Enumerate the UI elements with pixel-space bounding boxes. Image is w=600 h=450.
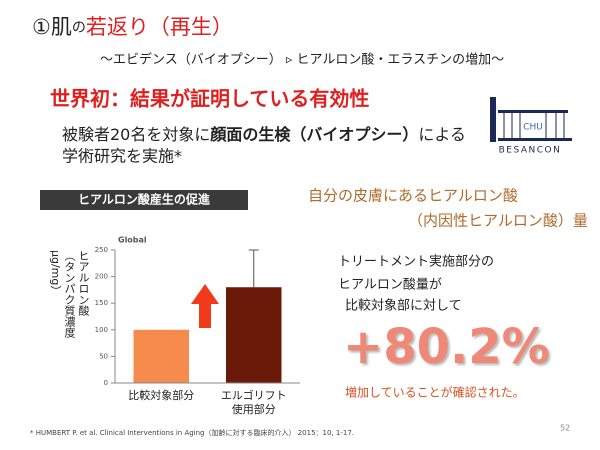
logo-mark: CHU — [523, 123, 543, 133]
title-part: 若返り（再生） — [86, 15, 233, 39]
x-label-box: 比較対象部分 — [128, 389, 195, 402]
bar — [133, 329, 189, 383]
y-axis-label: ヒアルロン酸 （タンパク質濃度 μg/mg） — [49, 250, 90, 338]
y-tick-label: 200 — [95, 273, 108, 281]
body: 被験者20名を対象に顔面の生検（バイオプシー）による — [62, 125, 466, 144]
bar — [226, 287, 282, 383]
title-part: の — [72, 20, 86, 36]
y-tick-label: 100 — [95, 326, 108, 334]
logo: CHU BESANCON — [490, 97, 572, 156]
x-tick-label: エルゴリフト 使用部分 — [220, 389, 287, 416]
logo-name: BESANCON — [499, 146, 562, 156]
result-figure: +80.2% — [343, 319, 550, 375]
y-tick-label: 50 — [99, 352, 108, 360]
chart-title: Global — [118, 236, 147, 245]
chart-caption: ヒアルロン酸産生の促進 — [78, 192, 211, 207]
footnote: * HUMBERT P. et al. Clinical Interventio… — [30, 428, 354, 437]
y-tick-label: 0 — [104, 379, 108, 387]
y-tick-label: 250 — [95, 246, 108, 254]
y-label-box: ヒアルロン酸 （タンパク質濃度 μg/mg） — [49, 250, 90, 338]
body-part: 学術研究を実施* — [62, 147, 182, 166]
subtitle: ～エビデンス（バイオプシー） ▹ ヒアルロン酸・エラスチンの増加～ — [100, 52, 504, 68]
up-arrow — [191, 284, 219, 328]
caption-box — [40, 190, 248, 210]
body-part: による — [418, 125, 466, 144]
title-part: ①肌 — [32, 15, 72, 39]
x-tick-label: 比較対象部分 — [128, 389, 195, 402]
result-heading: （内因性ヒアルロン酸）量 — [408, 212, 588, 230]
result-line: ヒアルロン酸量が — [338, 278, 442, 293]
body-part: 顔面の生検（バイオプシー） — [209, 125, 418, 144]
result-line: 比較対象部に対して — [345, 299, 462, 314]
y-tick-label: 150 — [95, 299, 108, 307]
result-conclusion: 増加していることが確認された。 — [345, 385, 525, 400]
body-part: 被験者20名を対象に — [62, 125, 210, 144]
headline: 世界初：結果が証明している有効性 — [50, 87, 369, 111]
x-label-box: エルゴリフト 使用部分 — [220, 389, 287, 416]
result-heading: 自分の皮膚にあるヒアルロン酸 — [308, 187, 518, 205]
result-line: トリートメント実施部分の — [338, 254, 494, 270]
page-number: 52 — [560, 424, 570, 433]
title: ①肌の若返り（再生） — [32, 15, 233, 39]
